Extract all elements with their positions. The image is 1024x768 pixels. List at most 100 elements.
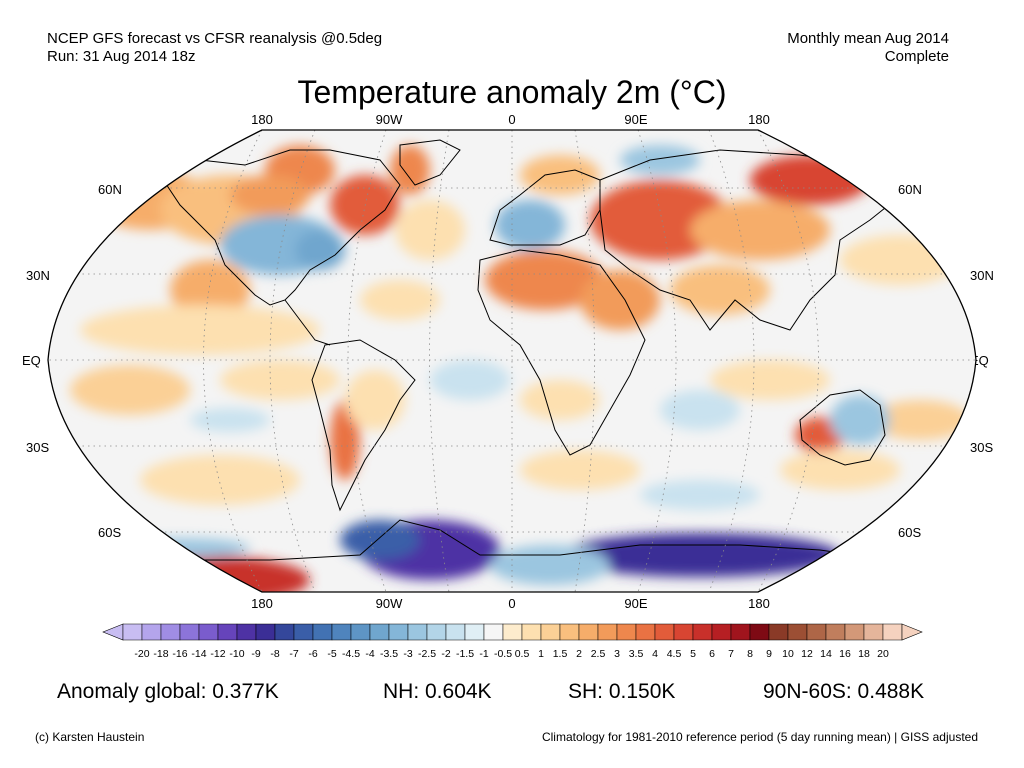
colorbar-tick-label: 7 (728, 648, 734, 660)
colorbar-swatch (312, 623, 333, 641)
colorbar-tick-label: -1 (479, 648, 489, 660)
band-anomaly: 90N-60S: 0.488K (763, 680, 925, 703)
colorbar-tick-label: 5 (690, 648, 696, 660)
colorbar-tick-label: -9 (251, 648, 261, 660)
global-anomaly: Anomaly global: 0.377K (57, 680, 279, 703)
colorbar-tick-label: 2.5 (590, 648, 606, 660)
colorbar-swatch (597, 623, 618, 641)
colorbar-tick-label: 4.5 (666, 648, 682, 660)
colorbar-tick-label: -18 (153, 648, 169, 660)
colorbar-tick-label: 20 (877, 648, 889, 660)
colorbar-tick-label: 6 (709, 648, 715, 660)
colorbar-tick-label: -5 (327, 648, 337, 660)
colorbar-tick-label: -3 (403, 648, 413, 660)
colorbar-swatch (692, 623, 713, 641)
colorbar-swatch (654, 623, 675, 641)
colorbar-tick-label: 10 (782, 648, 794, 660)
colorbar-tick-label: -14 (191, 648, 207, 660)
colorbar-swatch (407, 623, 428, 641)
colorbar-swatch (236, 623, 257, 641)
colorbar-right-arrow (901, 623, 923, 641)
colorbar-tick-label: -7 (289, 648, 299, 660)
colorbar-tick-label: 3 (614, 648, 620, 660)
colorbar-swatch (160, 623, 181, 641)
colorbar-tick-label: -8 (270, 648, 280, 660)
period-label: Monthly mean Aug 2014 (787, 30, 949, 47)
lat-label-left: 60N (98, 182, 122, 197)
colorbar-swatch (464, 623, 485, 641)
colorbar-swatch (293, 623, 314, 641)
colorbar-swatch (255, 623, 276, 641)
colorbar-swatch (806, 623, 827, 641)
colorbar-swatch (445, 623, 466, 641)
colorbar-tick-label: 12 (801, 648, 813, 660)
lon-label-bottom: 90W (375, 596, 403, 611)
colorbar-tick-label: 1.5 (552, 648, 568, 660)
run-info: Run: 31 Aug 2014 18z (47, 48, 196, 65)
colorbar-tick-label: 14 (820, 648, 832, 660)
colorbar-swatch (426, 623, 447, 641)
lat-label-left: 30N (26, 268, 50, 283)
copyright: (c) Karsten Haustein (35, 730, 145, 744)
climatology-note: Climatology for 1981-2010 reference peri… (541, 730, 978, 744)
colorbar-tick-label: -16 (172, 648, 188, 660)
lon-label-bottom: 180 (748, 596, 770, 611)
colorbar-tick-label: -12 (210, 648, 226, 660)
colorbar-swatch (274, 623, 295, 641)
colorbar-swatch (768, 623, 789, 641)
map-border (47, 129, 977, 593)
lon-label-bottom: 0 (508, 596, 516, 611)
colorbar-left-arrow (102, 623, 124, 641)
colorbar-tick-label: -4.5 (341, 648, 361, 660)
colorbar-swatch (483, 623, 504, 641)
colorbar-tick-label: 1 (538, 648, 544, 660)
colorbar-swatch (369, 623, 390, 641)
lat-label-left: 60S (98, 525, 122, 540)
colorbar-tick-label: -20 (134, 648, 150, 660)
colorbar-swatch (882, 623, 903, 641)
lat-label-left: EQ (22, 353, 41, 368)
coastlines (129, 139, 896, 576)
colorbar-swatch (388, 623, 409, 641)
lon-label-top: 0 (508, 112, 516, 127)
colorbar-tick-label: -2 (441, 648, 451, 660)
colorbar-swatch (825, 623, 846, 641)
lat-label-right: 30N (970, 268, 994, 283)
sh-anomaly: SH: 0.150K (568, 680, 676, 703)
colorbar-tick-label: 8 (747, 648, 753, 660)
lat-label-right: 30S (970, 440, 994, 455)
lon-label-top: 180 (251, 112, 273, 127)
colorbar-swatch (711, 623, 732, 641)
colorbar-swatch (673, 623, 694, 641)
model-description: NCEP GFS forecast vs CFSR reanalysis @0.… (47, 30, 383, 47)
colorbar-tick-label: 4 (652, 648, 658, 660)
colorbar-tick-label: 3.5 (628, 648, 644, 660)
antarctica-outline (129, 519, 891, 576)
africa-outline (477, 249, 646, 456)
colorbar-swatch (179, 623, 200, 641)
north-america-outline (159, 149, 401, 306)
lat-label-right: 60S (898, 525, 922, 540)
colorbar-swatch (844, 623, 865, 641)
colorbar-tick-label: 18 (858, 648, 870, 660)
colorbar-swatch (540, 623, 561, 641)
lon-label-top: 90W (375, 112, 403, 127)
colorbar-swatch (787, 623, 808, 641)
colorbar-tick-label: -0.5 (493, 648, 513, 660)
colorbar-tick-label: -3.5 (379, 648, 399, 660)
south-america-outline (311, 339, 416, 512)
colorbar-tick-label: 2 (576, 648, 582, 660)
colorbar-tick-label: 0.5 (514, 648, 530, 660)
colorbar-swatch (635, 623, 656, 641)
colorbar-swatch (578, 623, 599, 641)
colorbar-tick-label: -10 (229, 648, 245, 660)
lat-label-right: 60N (898, 182, 922, 197)
colorbar-swatch (217, 623, 238, 641)
colorbar-tick-label: -2.5 (417, 648, 437, 660)
lat-label-left: 30S (26, 440, 50, 455)
colorbar-swatch (198, 623, 219, 641)
colorbar-tick-label: -4 (365, 648, 375, 660)
lon-label-bottom: 90E (624, 596, 648, 611)
status-label: Complete (884, 48, 949, 65)
